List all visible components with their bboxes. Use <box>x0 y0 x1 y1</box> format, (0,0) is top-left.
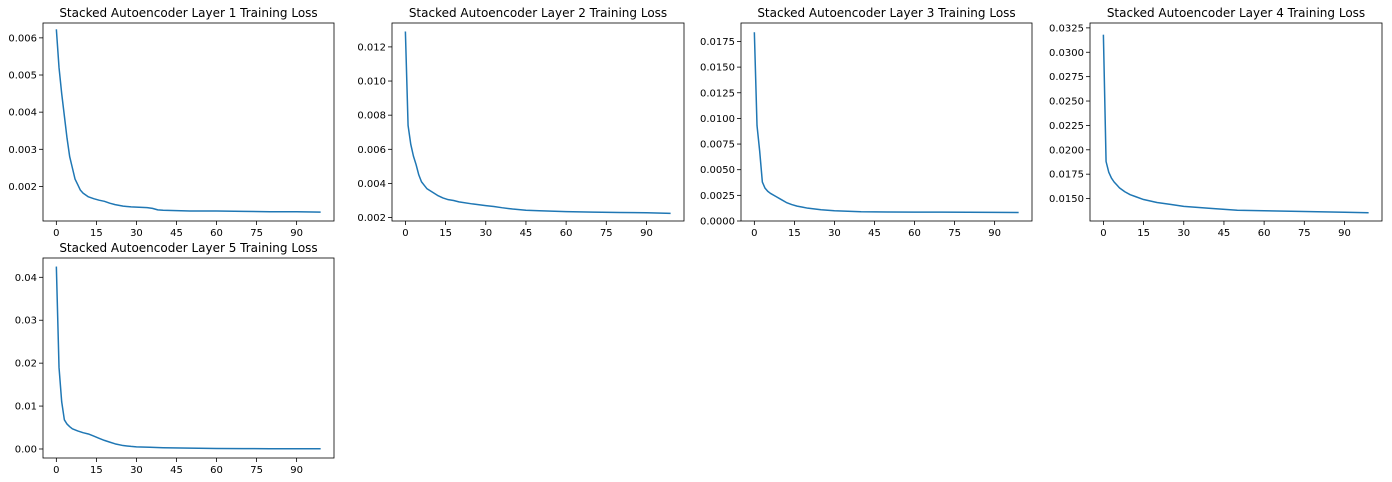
x-tick-label: 0 <box>402 228 408 239</box>
y-tick-label: 0.006 <box>8 33 37 44</box>
y-tick-label: 0.0275 <box>1049 72 1084 83</box>
y-tick-label: 0.0200 <box>1049 145 1084 156</box>
subplot-4: Stacked Autoencoder Layer 4 Training Los… <box>1049 6 1383 239</box>
x-tick-label: 60 <box>1258 228 1271 239</box>
x-tick-label: 15 <box>788 228 801 239</box>
y-tick-label: 0.0325 <box>1049 23 1084 34</box>
axes-frame <box>391 22 685 222</box>
chart-title: Stacked Autoencoder Layer 3 Training Los… <box>757 6 1015 20</box>
loss-line <box>753 32 1019 214</box>
loss-line <box>55 266 321 450</box>
chart-title: Stacked Autoencoder Layer 1 Training Los… <box>59 6 317 20</box>
y-tick-label: 0.04 <box>15 273 37 284</box>
y-tick-label: 0.00 <box>15 444 37 455</box>
y-tick-label: 0.002 <box>8 182 37 193</box>
x-tick-label: 75 <box>250 465 263 476</box>
x-tick-label: 75 <box>948 228 961 239</box>
x-tick-label: 75 <box>250 228 263 239</box>
y-tick-label: 0.02 <box>15 359 37 370</box>
x-tick-label: 15 <box>90 228 103 239</box>
x-tick-label: 30 <box>828 228 841 239</box>
x-tick-label: 0 <box>1100 228 1106 239</box>
y-tick-label: 0.0125 <box>700 88 735 99</box>
loss-line <box>404 31 671 215</box>
x-tick-label: 30 <box>1177 228 1190 239</box>
x-tick-label: 45 <box>170 465 183 476</box>
chart-title: Stacked Autoencoder Layer 4 Training Los… <box>1107 6 1365 20</box>
y-tick-label: 0.004 <box>8 108 37 119</box>
y-tick-label: 0.012 <box>357 42 386 53</box>
subplot-2: Stacked Autoencoder Layer 2 Training Los… <box>357 6 685 239</box>
x-tick-label: 90 <box>290 228 303 239</box>
x-tick-label: 15 <box>90 465 103 476</box>
x-tick-label: 90 <box>1338 228 1351 239</box>
y-tick-label: 0.0000 <box>700 217 735 228</box>
x-tick-label: 45 <box>868 228 881 239</box>
x-tick-label: 45 <box>170 228 183 239</box>
y-tick-label: 0.0175 <box>700 37 735 48</box>
x-tick-label: 60 <box>560 228 573 239</box>
x-tick-label: 0 <box>53 228 59 239</box>
y-tick-label: 0.002 <box>357 213 386 224</box>
x-tick-label: 30 <box>130 228 143 239</box>
x-tick-label: 0 <box>53 465 59 476</box>
x-tick-label: 90 <box>640 228 653 239</box>
x-tick-label: 0 <box>751 228 757 239</box>
y-tick-label: 0.03 <box>15 316 37 327</box>
axes-frame <box>42 22 335 222</box>
y-tick-label: 0.006 <box>357 145 386 156</box>
x-tick-label: 75 <box>600 228 613 239</box>
x-tick-label: 60 <box>908 228 921 239</box>
y-tick-label: 0.0175 <box>1049 170 1084 181</box>
y-tick-label: 0.005 <box>8 71 37 82</box>
axes-frame <box>740 22 1033 222</box>
subplot-3: Stacked Autoencoder Layer 3 Training Los… <box>700 6 1033 239</box>
subplot-1: Stacked Autoencoder Layer 1 Training Los… <box>8 6 335 239</box>
x-tick-label: 90 <box>988 228 1001 239</box>
x-tick-label: 45 <box>520 228 533 239</box>
y-tick-label: 0.004 <box>357 179 386 190</box>
y-tick-label: 0.0150 <box>700 63 735 74</box>
y-tick-label: 0.003 <box>8 145 37 156</box>
y-tick-label: 0.0300 <box>1049 48 1084 59</box>
x-tick-label: 60 <box>210 228 223 239</box>
axes-frame <box>1089 22 1383 222</box>
loss-line <box>55 29 321 213</box>
y-tick-label: 0.0250 <box>1049 97 1084 108</box>
chart-title: Stacked Autoencoder Layer 5 Training Los… <box>59 241 317 255</box>
y-tick-label: 0.010 <box>357 77 386 88</box>
x-tick-label: 15 <box>1137 228 1150 239</box>
y-tick-label: 0.0225 <box>1049 121 1084 132</box>
x-tick-label: 15 <box>439 228 452 239</box>
x-tick-label: 30 <box>130 465 143 476</box>
y-tick-label: 0.0050 <box>700 165 735 176</box>
x-tick-label: 90 <box>290 465 303 476</box>
y-tick-label: 0.0025 <box>700 191 735 202</box>
y-tick-label: 0.0075 <box>700 140 735 151</box>
y-tick-label: 0.0100 <box>700 114 735 125</box>
y-tick-label: 0.0150 <box>1049 194 1084 205</box>
axes-frame <box>42 257 335 459</box>
x-tick-label: 45 <box>1218 228 1231 239</box>
x-tick-label: 30 <box>479 228 492 239</box>
x-tick-label: 75 <box>1298 228 1311 239</box>
x-tick-label: 60 <box>210 465 223 476</box>
loss-line <box>1102 34 1369 214</box>
y-tick-label: 0.01 <box>15 402 37 413</box>
chart-title: Stacked Autoencoder Layer 2 Training Los… <box>409 6 667 20</box>
y-tick-label: 0.008 <box>357 111 386 122</box>
subplot-5: Stacked Autoencoder Layer 5 Training Los… <box>15 241 335 476</box>
